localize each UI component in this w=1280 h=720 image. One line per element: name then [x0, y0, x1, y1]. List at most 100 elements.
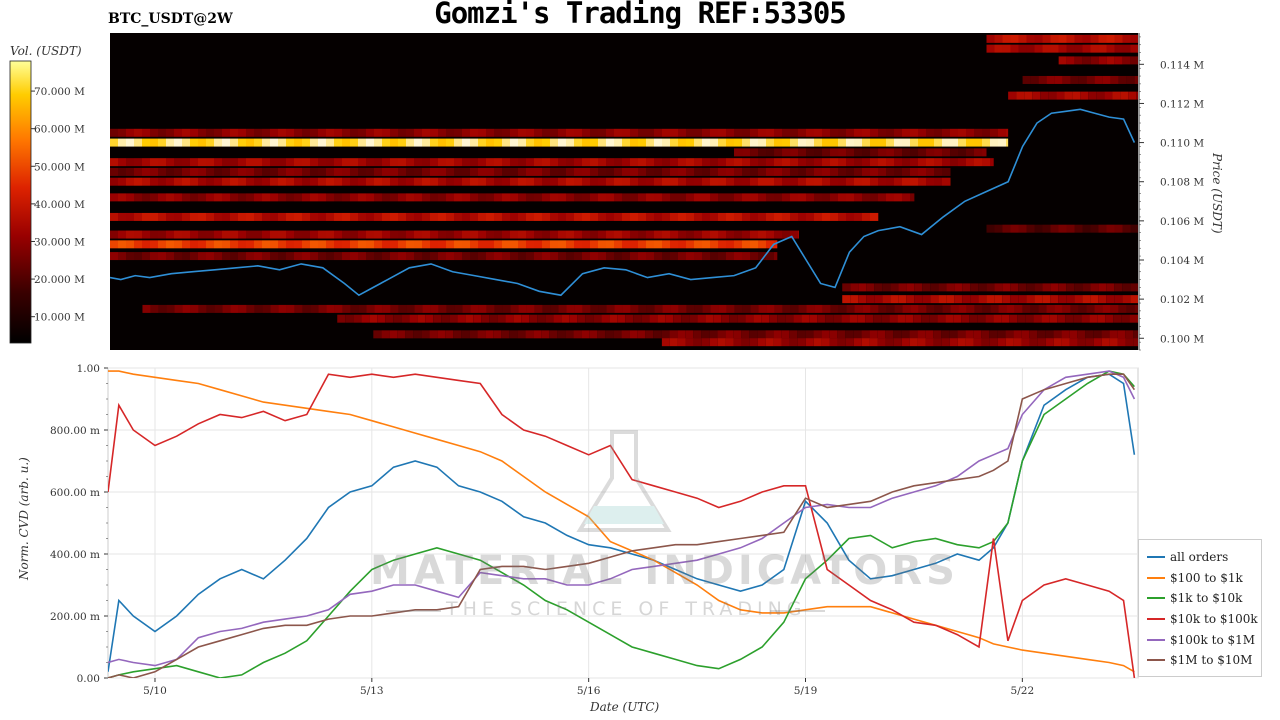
heatmap-cell [254, 128, 262, 137]
price-tick-label: 0.100 M [1160, 333, 1204, 345]
heatmap-cell [1021, 330, 1030, 339]
heatmap-cell [870, 158, 878, 167]
heatmap-cell [822, 193, 830, 202]
heatmap-cell [438, 240, 446, 249]
heatmap-cell [534, 304, 543, 313]
heatmap-cell [1066, 34, 1075, 43]
heatmap-cell [366, 212, 374, 221]
heatmap-cell [1134, 75, 1138, 84]
cvd-x-tick-label: 5/10 [143, 685, 167, 697]
heatmap-cell [246, 240, 254, 249]
heatmap-cell [838, 212, 846, 221]
heatmap-cell [1098, 295, 1107, 304]
heatmap-cell [838, 148, 847, 157]
heatmap-cell [582, 252, 590, 261]
heatmap-cell [742, 230, 750, 239]
heatmap-cell [446, 252, 454, 261]
heatmap-cell [1002, 283, 1011, 292]
heatmap-cell [390, 212, 398, 221]
heatmap-cell [398, 252, 406, 261]
heatmap-cell [1021, 338, 1030, 347]
heatmap-cell [638, 212, 646, 221]
heatmap-cell [425, 314, 434, 323]
heatmap-cell [422, 158, 430, 167]
heatmap-cell [734, 252, 742, 261]
heatmap-cell [838, 193, 846, 202]
heatmap-cell [790, 158, 798, 167]
heatmap-cell [622, 158, 630, 167]
heatmap-cell [617, 314, 626, 323]
heatmap-cell [910, 177, 918, 186]
heatmap-cell [453, 330, 462, 339]
heatmap-cell [614, 158, 622, 167]
heatmap-cell [1013, 330, 1022, 339]
heatmap-cell [702, 252, 710, 261]
heatmap-cell [893, 330, 902, 339]
heatmap-cell [238, 138, 246, 147]
heatmap-cell [174, 128, 182, 137]
heatmap-cell [1090, 56, 1099, 65]
heatmap-cell [766, 148, 775, 157]
heatmap-cell [574, 212, 582, 221]
heatmap-cell [645, 330, 654, 339]
heatmap-cell [941, 338, 950, 347]
heatmap-cell [270, 240, 278, 249]
heatmap-cell [470, 304, 479, 313]
heatmap-cell [454, 240, 462, 249]
heatmap-cell [965, 330, 974, 339]
legend-label: $1k to $10k [1170, 591, 1243, 606]
heatmap-cell [766, 128, 774, 137]
heatmap-cell [970, 295, 979, 304]
heatmap-cell [413, 330, 422, 339]
heatmap-cell [270, 252, 278, 261]
heatmap-cell [606, 230, 614, 239]
heatmap-cell [878, 167, 886, 176]
heatmap-cell [461, 330, 470, 339]
heatmap-cell [350, 240, 358, 249]
heatmap-cell [438, 304, 447, 313]
heatmap-cell [894, 177, 902, 186]
heatmap-cell [1056, 91, 1065, 100]
heatmap-cell [238, 304, 247, 313]
heatmap-cell [398, 304, 407, 313]
heatmap-cell [782, 148, 791, 157]
heatmap-cell [986, 283, 995, 292]
heatmap-cell [494, 304, 503, 313]
heatmap-cell [782, 177, 790, 186]
heatmap-cell [166, 230, 174, 239]
heatmap-cell [134, 240, 142, 249]
heatmap-cell [773, 330, 782, 339]
heatmap-cell [1010, 224, 1019, 233]
heatmap-cell [629, 330, 638, 339]
heatmap-cell [782, 193, 790, 202]
heatmap-cell [862, 167, 870, 176]
heatmap-cell [678, 158, 686, 167]
heatmap-cell [1070, 75, 1079, 84]
heatmap-cell [942, 167, 950, 176]
heatmap-cell [942, 138, 950, 147]
heatmap-cell [973, 338, 982, 347]
heatmap-cell [486, 128, 494, 137]
heatmap-cell [862, 304, 871, 313]
watermark-flask-icon [576, 430, 672, 532]
heatmap-cell [1074, 56, 1083, 65]
heatmap-cell [1122, 224, 1131, 233]
heatmap-cell [606, 304, 615, 313]
heatmap-cell [917, 330, 926, 339]
heatmap-cell [278, 128, 286, 137]
heatmap-cell [369, 314, 378, 323]
heatmap-cell [950, 304, 959, 313]
heatmap-cell [318, 240, 326, 249]
heatmap-cell [366, 252, 374, 261]
heatmap-cell [454, 304, 463, 313]
heatmap-cell [342, 212, 350, 221]
heatmap-cell [526, 304, 535, 313]
cvd-series-line [108, 370, 1135, 678]
heatmap-cell [814, 177, 822, 186]
heatmap-cell [182, 212, 190, 221]
heatmap-cell [906, 283, 915, 292]
heatmap-cell [174, 167, 182, 176]
heatmap-cell [326, 158, 334, 167]
heatmap-cell [1090, 44, 1099, 53]
heatmap-cell [134, 230, 142, 239]
